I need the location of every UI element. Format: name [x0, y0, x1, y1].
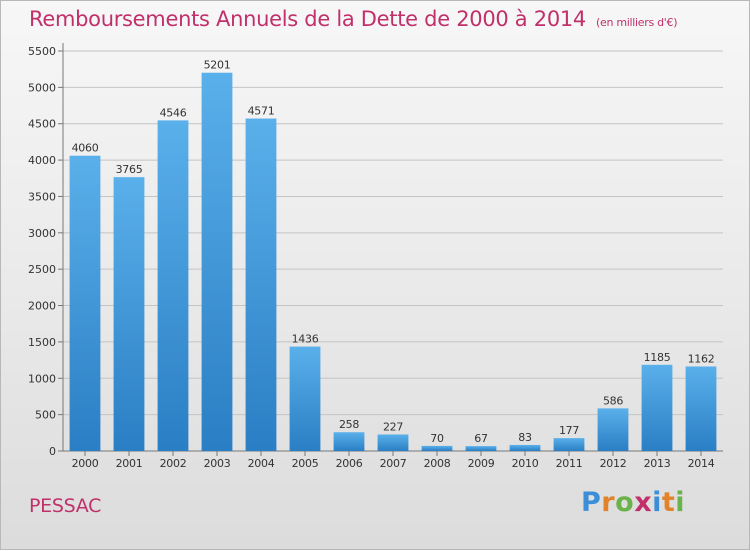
- bar-value-label: 177: [559, 424, 579, 437]
- bar-value-label: 5201: [204, 59, 231, 72]
- bar: [641, 364, 673, 451]
- y-tick-label: 5500: [28, 45, 56, 58]
- bar-value-label: 3765: [116, 163, 143, 176]
- bar: [157, 120, 189, 451]
- bar: [509, 444, 541, 451]
- x-tick-label: 2008: [424, 457, 451, 470]
- bar-value-label: 586: [603, 394, 623, 407]
- y-tick-label: 3500: [28, 190, 56, 203]
- y-tick-label: 1000: [28, 372, 56, 385]
- x-tick-label: 2002: [160, 457, 187, 470]
- bar-value-label: 227: [383, 420, 403, 433]
- x-tick-label: 2014: [688, 457, 715, 470]
- commune-name: PESSAC: [29, 495, 102, 517]
- chart-title-text: Remboursements Annuels de la Dette de 20…: [29, 7, 586, 31]
- x-tick-label: 2005: [292, 457, 319, 470]
- bar-value-label: 4546: [160, 106, 187, 119]
- x-tick-label: 2010: [512, 457, 539, 470]
- x-tick-label: 2013: [644, 457, 671, 470]
- x-tick-label: 2004: [248, 457, 275, 470]
- chart-title: Remboursements Annuels de la Dette de 20…: [29, 7, 677, 31]
- proxiti-logo: Proxiti: [581, 487, 686, 518]
- bar-value-label: 1162: [688, 352, 715, 365]
- y-tick-label: 4500: [28, 118, 56, 131]
- bar: [245, 118, 277, 452]
- y-tick-label: 5000: [28, 81, 56, 94]
- bar: [69, 155, 101, 451]
- bar-value-label: 4571: [248, 105, 275, 118]
- bar: [465, 446, 497, 451]
- x-tick-label: 2011: [556, 457, 583, 470]
- bar-value-label: 258: [339, 418, 359, 431]
- x-tick-label: 2000: [72, 457, 99, 470]
- x-tick-label: 2003: [204, 457, 231, 470]
- bar: [553, 438, 585, 451]
- bar-value-label: 70: [430, 432, 444, 445]
- x-tick-label: 2007: [380, 457, 407, 470]
- x-tick-label: 2006: [336, 457, 363, 470]
- y-tick-label: 4000: [28, 154, 56, 167]
- bar-value-label: 4060: [72, 142, 99, 155]
- bar-value-label: 1436: [292, 333, 319, 346]
- x-tick-label: 2009: [468, 457, 495, 470]
- y-tick-label: 500: [35, 409, 56, 422]
- x-tick-label: 2001: [116, 457, 143, 470]
- y-tick-label: 3000: [28, 227, 56, 240]
- bar-value-label: 67: [474, 432, 488, 445]
- chart-unit: (en milliers d'€): [596, 16, 678, 29]
- bar: [377, 434, 409, 451]
- bar: [113, 177, 145, 451]
- y-tick-label: 2000: [28, 300, 56, 313]
- bar: [685, 366, 717, 451]
- y-tick-label: 2500: [28, 263, 56, 276]
- bar: [421, 445, 453, 451]
- y-tick-label: 1500: [28, 336, 56, 349]
- bar: [597, 408, 629, 451]
- y-tick-label: 0: [49, 445, 56, 458]
- bar: [201, 72, 233, 451]
- bar-value-label: 1185: [644, 351, 671, 364]
- x-tick-label: 2012: [600, 457, 627, 470]
- bar: [289, 346, 321, 451]
- bar-value-label: 83: [518, 431, 532, 444]
- bar: [333, 432, 365, 451]
